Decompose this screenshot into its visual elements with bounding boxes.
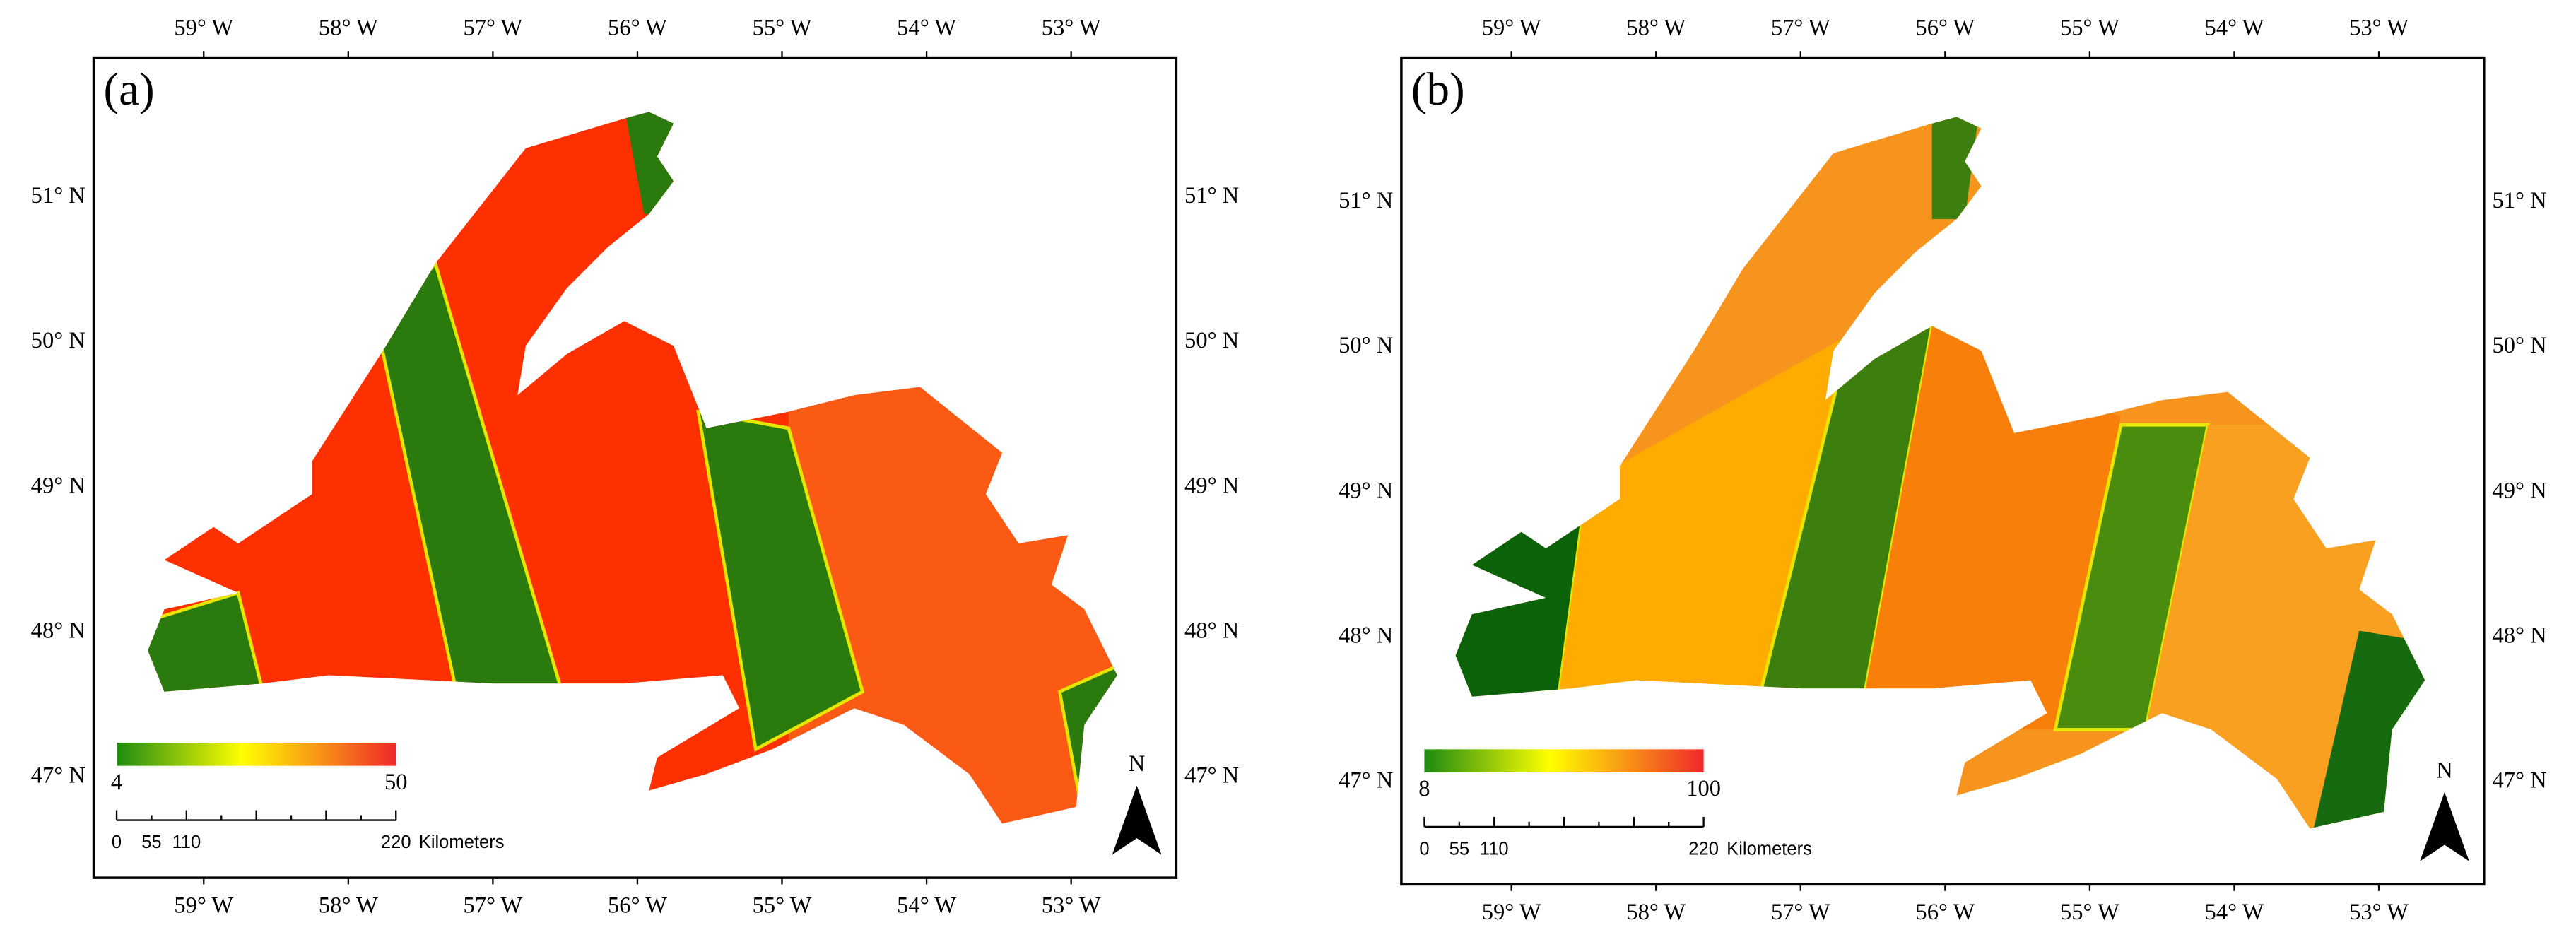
- lat-label: 48° N: [2492, 623, 2546, 648]
- lat-label: 50° N: [1184, 328, 1239, 353]
- colorbar: [1424, 749, 1704, 772]
- lon-label: 56° W: [1915, 900, 1975, 925]
- lon-label: 56° W: [608, 893, 667, 919]
- lat-label: 49° N: [2492, 478, 2546, 503]
- lon-label: 58° W: [1626, 15, 1686, 40]
- lon-label: 57° W: [463, 893, 522, 919]
- lon-label: 58° W: [319, 15, 378, 40]
- scale-unit: Kilometers: [419, 832, 505, 852]
- lat-label: 50° N: [31, 328, 86, 353]
- north-label: N: [2436, 758, 2453, 783]
- lon-label: 53° W: [2349, 900, 2409, 925]
- lat-label: 47° N: [2492, 767, 2546, 793]
- scale-unit: Kilometers: [1727, 839, 1812, 859]
- lat-label: 48° N: [1184, 618, 1239, 643]
- lon-label: 54° W: [897, 15, 956, 40]
- lon-label: 59° W: [174, 893, 233, 919]
- lon-label: 58° W: [1626, 900, 1686, 925]
- lon-label: 55° W: [753, 893, 812, 919]
- colorbar-min: 8: [1418, 776, 1430, 801]
- scale-label: 55: [1449, 839, 1469, 859]
- panel-label: (b): [1411, 64, 1465, 115]
- lon-label: 54° W: [2205, 15, 2264, 40]
- lon-label: 55° W: [2060, 900, 2119, 925]
- colorbar: [117, 743, 396, 766]
- lat-label: 49° N: [31, 473, 86, 498]
- north-label: N: [1129, 751, 1146, 777]
- lat-label: 47° N: [1339, 767, 1393, 793]
- colorbar-max: 100: [1686, 776, 1721, 801]
- lon-label: 59° W: [1482, 15, 1541, 40]
- frame: [92, 56, 1178, 879]
- lon-label: 55° W: [2060, 15, 2119, 40]
- lon-label: 57° W: [1771, 900, 1830, 925]
- scale-label: 220: [1688, 839, 1719, 859]
- colorbar-min: 4: [111, 770, 122, 795]
- lon-label: 59° W: [174, 15, 233, 40]
- scale-label: 110: [172, 832, 201, 852]
- frame: [1400, 56, 2486, 886]
- lat-label: 47° N: [1184, 763, 1239, 788]
- colorbar-max: 50: [384, 770, 408, 795]
- lat-label: 47° N: [31, 763, 86, 788]
- lon-label: 58° W: [319, 893, 378, 919]
- scale-label: 220: [381, 832, 411, 852]
- lon-label: 54° W: [2205, 900, 2264, 925]
- north-arrow: [1112, 785, 1162, 855]
- lon-label: 59° W: [1482, 900, 1541, 925]
- scale-label: 55: [141, 832, 161, 852]
- scale-label: 0: [1419, 839, 1429, 859]
- lon-label: 53° W: [2349, 15, 2409, 40]
- lat-label: 50° N: [1339, 333, 1393, 358]
- scale-label: 110: [1480, 839, 1509, 859]
- lon-label: 53° W: [1042, 15, 1101, 40]
- lon-label: 57° W: [463, 15, 522, 40]
- lat-label: 48° N: [1339, 623, 1393, 648]
- lat-label: 48° N: [31, 618, 86, 643]
- lat-label: 51° N: [2492, 188, 2546, 213]
- lat-label: 50° N: [2492, 333, 2546, 358]
- north-arrow: [2420, 791, 2469, 861]
- lat-label: 51° N: [31, 183, 86, 208]
- lat-label: 51° N: [1339, 188, 1393, 213]
- panel-label: (a): [103, 64, 154, 115]
- lon-label: 53° W: [1042, 893, 1101, 919]
- lon-label: 57° W: [1771, 15, 1830, 40]
- lon-label: 56° W: [1915, 15, 1975, 40]
- lon-label: 56° W: [608, 15, 667, 40]
- lat-label: 51° N: [1184, 183, 1239, 208]
- lon-label: 54° W: [897, 893, 956, 919]
- lon-label: 55° W: [753, 15, 812, 40]
- lat-label: 49° N: [1184, 473, 1239, 498]
- lat-label: 49° N: [1339, 478, 1393, 503]
- scale-label: 0: [112, 832, 122, 852]
